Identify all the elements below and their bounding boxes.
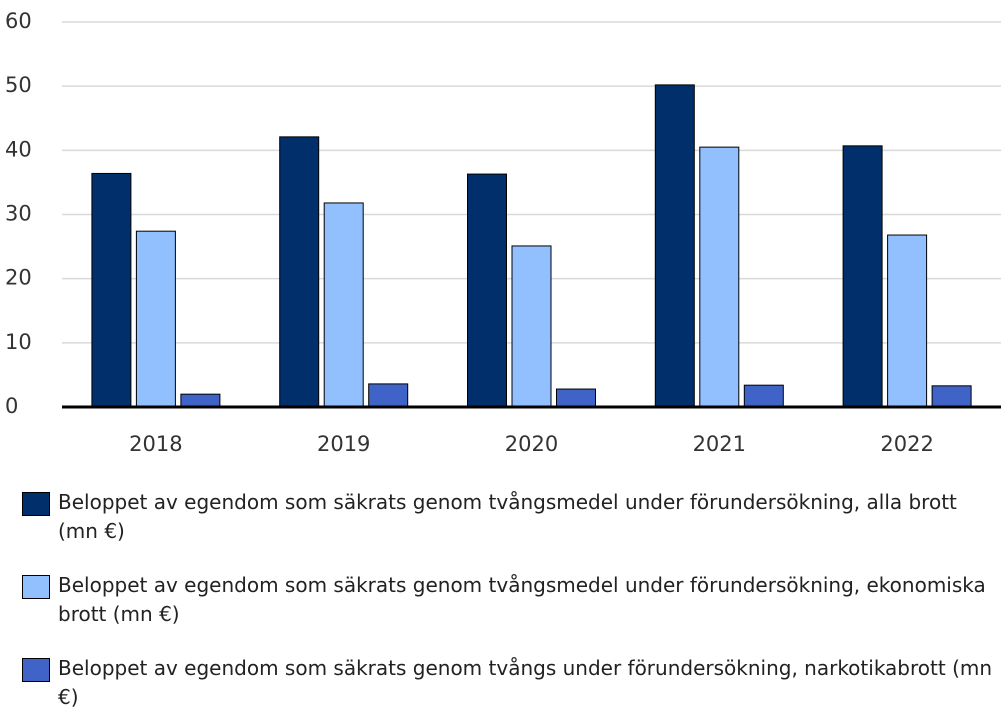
legend-item: Beloppet av egendom som säkrats genom tv… — [22, 571, 997, 629]
bar — [91, 172, 132, 408]
x-tick-label: 2020 — [505, 432, 558, 456]
bar — [887, 234, 928, 408]
bar — [743, 384, 784, 408]
chart: 0 10 20 30 40 50 60 2018 2019 2020 2021 2022 — [5, 9, 1001, 456]
bar — [654, 84, 695, 408]
bar — [368, 383, 409, 408]
bar — [699, 146, 740, 408]
bar — [135, 230, 176, 408]
y-tick-label: 30 — [5, 202, 32, 226]
bar — [931, 385, 972, 408]
bar — [467, 173, 507, 408]
x-tick-label: 2018 — [129, 432, 182, 456]
bar — [556, 388, 596, 408]
y-tick-label: 0 — [5, 394, 18, 418]
bar — [180, 393, 221, 408]
bar — [842, 145, 883, 408]
x-tick-label: 2021 — [693, 432, 746, 456]
legend-label: Beloppet av egendom som säkrats genom tv… — [58, 573, 986, 626]
y-tick-label: 20 — [5, 266, 32, 290]
bar — [323, 202, 364, 408]
legend-label: Beloppet av egendom som säkrats genom tv… — [58, 656, 993, 709]
bar — [511, 245, 552, 408]
y-tick-label: 40 — [5, 137, 32, 161]
bar — [279, 136, 320, 408]
legend-label: Beloppet av egendom som säkrats genom tv… — [58, 490, 957, 543]
legend-item: Beloppet av egendom som säkrats genom tv… — [22, 654, 997, 712]
x-tick-label: 2019 — [317, 432, 370, 456]
legend-swatch — [22, 575, 50, 599]
y-tick-label: 10 — [5, 330, 32, 354]
y-tick-label: 50 — [5, 73, 32, 97]
y-tick-label: 60 — [5, 9, 32, 33]
legend-item: Beloppet av egendom som säkrats genom tv… — [22, 488, 997, 546]
legend-swatch — [22, 492, 50, 516]
legend-swatch — [22, 658, 50, 682]
x-tick-label: 2022 — [880, 432, 933, 456]
